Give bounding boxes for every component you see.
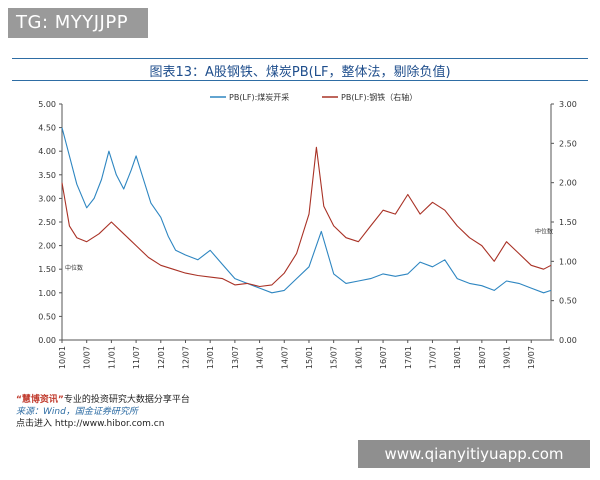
footer-source: 来源：Wind，国金证券研究所 [16,407,138,417]
right-tick-label: 2.50 [559,139,577,148]
x-tick-label: 18/07 [478,346,487,369]
x-tick-label: 19/01 [503,346,512,369]
title-rule-top [12,58,588,59]
legend-label: PB(LF):煤炭开采 [229,92,289,102]
x-tick-label: 11/01 [107,346,116,369]
x-tick-label: 10/07 [83,346,92,369]
series-line-coal [61,127,552,294]
x-tick-label: 16/01 [354,346,363,369]
right-tick-label: 0.50 [559,297,577,306]
left-tick-label: 1.00 [38,289,56,298]
x-tick-label: 14/07 [280,346,289,369]
tg-badge-text: TG: MYYJJPP [16,12,129,33]
median-annotation: 中位数 [65,264,83,272]
x-tick-label: 15/07 [330,346,339,369]
median-annotation: 中位数 [535,228,553,236]
x-tick-label: 16/07 [379,346,388,369]
x-tick-label: 17/01 [404,346,413,369]
right-tick-label: 2.00 [559,179,577,188]
watermark: www.qianyitiyuapp.com [358,440,590,468]
right-tick-label: 3.00 [559,100,577,109]
left-tick-label: 5.00 [38,100,56,109]
x-tick-label: 10/01 [58,346,67,369]
x-tick-label: 13/01 [206,346,215,369]
left-tick-label: 3.50 [38,171,56,180]
right-tick-label: 1.00 [559,257,577,266]
x-tick-label: 11/07 [132,346,141,369]
title-rule-bottom [12,80,588,81]
left-tick-label: 1.50 [38,265,56,274]
left-tick-label: 4.50 [38,124,56,133]
tg-badge: TG: MYYJJPP [8,8,148,38]
chart-title: 图表13：A股钢铁、煤炭PB(LF，整体法，剔除负值) [149,65,451,80]
x-tick-label: 19/07 [527,346,536,369]
right-tick-label: 0.00 [559,336,577,345]
footer: “慧博资讯”专业的投资研究大数据分享平台 来源：Wind，国金证券研究所 点击进… [16,394,190,430]
footer-tagline: 专业的投资研究大数据分享平台 [63,395,190,405]
footer-link[interactable]: 点击进入 http://www.hibor.com.cn [16,419,165,429]
x-tick-label: 12/01 [157,346,166,369]
x-tick-label: 15/01 [305,346,314,369]
x-tick-label: 12/07 [181,346,190,369]
left-tick-label: 2.00 [38,242,56,251]
x-tick-label: 14/01 [256,346,265,369]
watermark-text: www.qianyitiyuapp.com [384,445,564,463]
left-tick-label: 0.50 [38,312,56,321]
x-tick-label: 18/01 [453,346,462,369]
left-tick-label: 0.00 [38,336,56,345]
footer-brand[interactable]: “慧博资讯” [16,395,64,405]
left-tick-label: 2.50 [38,218,56,227]
series-line-steel [61,146,552,288]
left-tick-label: 3.00 [38,194,56,203]
legend-label: PB(LF):钢铁（右轴） [341,92,417,102]
footer-line-1: “慧博资讯”专业的投资研究大数据分享平台 [16,394,190,406]
right-tick-label: 1.50 [559,218,577,227]
left-tick-label: 4.00 [38,147,56,156]
x-tick-label: 13/07 [231,346,240,369]
x-tick-label: 17/07 [428,346,437,369]
